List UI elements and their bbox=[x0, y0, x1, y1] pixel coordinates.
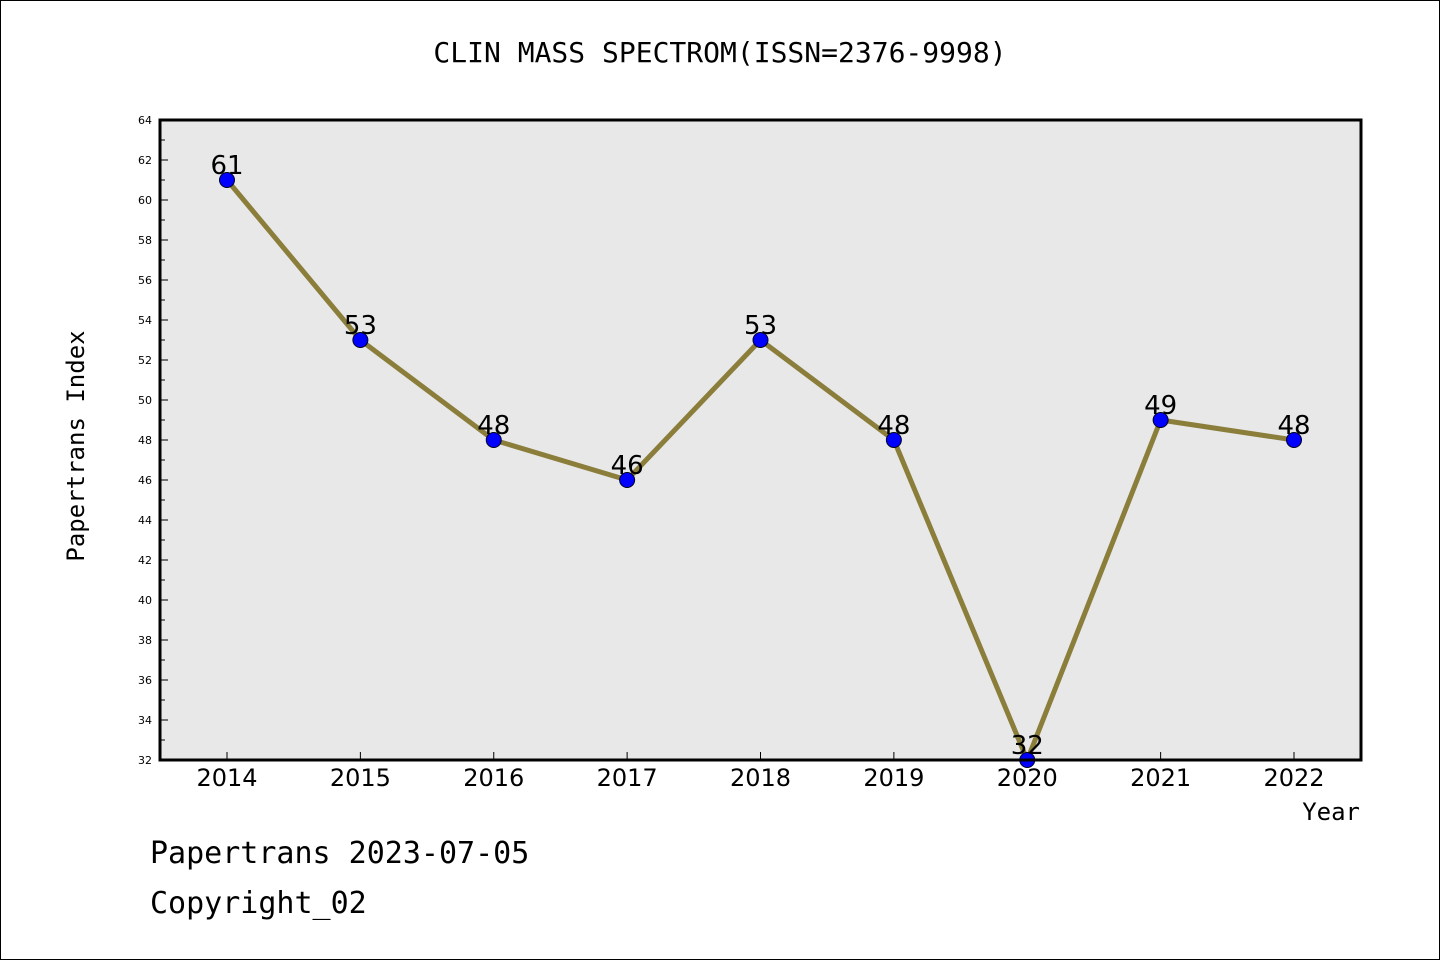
y-tick-label: 60 bbox=[138, 194, 152, 207]
chart-title: CLIN MASS SPECTROM(ISSN=2376-9998) bbox=[433, 36, 1007, 69]
footer-copyright: Copyright_02 bbox=[150, 886, 367, 921]
x-tick-label: 2021 bbox=[1130, 764, 1191, 792]
x-tick-label: 2022 bbox=[1263, 764, 1324, 792]
y-tick-label: 38 bbox=[138, 634, 152, 647]
x-tick-label: 2018 bbox=[730, 764, 791, 792]
plot-border bbox=[158, 118, 1363, 762]
y-tick-label: 46 bbox=[138, 474, 152, 487]
y-tick-label: 54 bbox=[138, 314, 152, 327]
y-tick-label: 64 bbox=[138, 114, 152, 127]
data-point bbox=[1286, 432, 1302, 448]
footer-date: Papertrans 2023-07-05 bbox=[150, 836, 530, 871]
y-tick-label: 44 bbox=[138, 514, 152, 527]
y-tick-label: 62 bbox=[138, 154, 152, 167]
y-tick-label: 34 bbox=[138, 714, 152, 727]
plot-area bbox=[160, 120, 1361, 760]
y-tick-label: 48 bbox=[138, 434, 152, 447]
data-label: 48 bbox=[877, 411, 910, 441]
y-tick-label: 32 bbox=[138, 754, 152, 767]
y-axis-label: Papertrans Index bbox=[62, 330, 90, 561]
x-tick-label: 2019 bbox=[863, 764, 924, 792]
y-tick-label: 56 bbox=[138, 274, 152, 287]
data-point bbox=[1152, 412, 1169, 428]
x-tick-label: 2020 bbox=[997, 764, 1058, 792]
y-tick-label: 52 bbox=[138, 354, 152, 367]
x-tick-label: 2015 bbox=[330, 764, 391, 792]
data-point bbox=[885, 432, 902, 448]
data-label: 61 bbox=[210, 151, 243, 181]
x-tick-label: 2014 bbox=[196, 764, 257, 792]
data-label: 53 bbox=[344, 311, 377, 341]
data-label: 49 bbox=[1144, 391, 1177, 421]
data-label: 48 bbox=[477, 411, 510, 441]
x-axis-label: Year bbox=[1302, 798, 1360, 826]
y-tick-label: 36 bbox=[138, 674, 152, 687]
data-point bbox=[352, 332, 369, 348]
data-label: 46 bbox=[611, 451, 644, 481]
data-point bbox=[752, 332, 769, 348]
data-point bbox=[619, 472, 636, 488]
x-tick-label: 2016 bbox=[463, 764, 524, 792]
y-tick-label: 42 bbox=[138, 554, 152, 567]
data-label: 32 bbox=[1011, 731, 1044, 761]
y-tick-label: 40 bbox=[138, 594, 152, 607]
data-point bbox=[219, 172, 235, 188]
data-label: 48 bbox=[1277, 411, 1310, 441]
x-tick-label: 2017 bbox=[597, 764, 658, 792]
data-point bbox=[485, 432, 502, 448]
y-tick-label: 58 bbox=[138, 234, 152, 247]
y-tick-label: 50 bbox=[138, 394, 152, 407]
data-label: 53 bbox=[744, 311, 777, 341]
